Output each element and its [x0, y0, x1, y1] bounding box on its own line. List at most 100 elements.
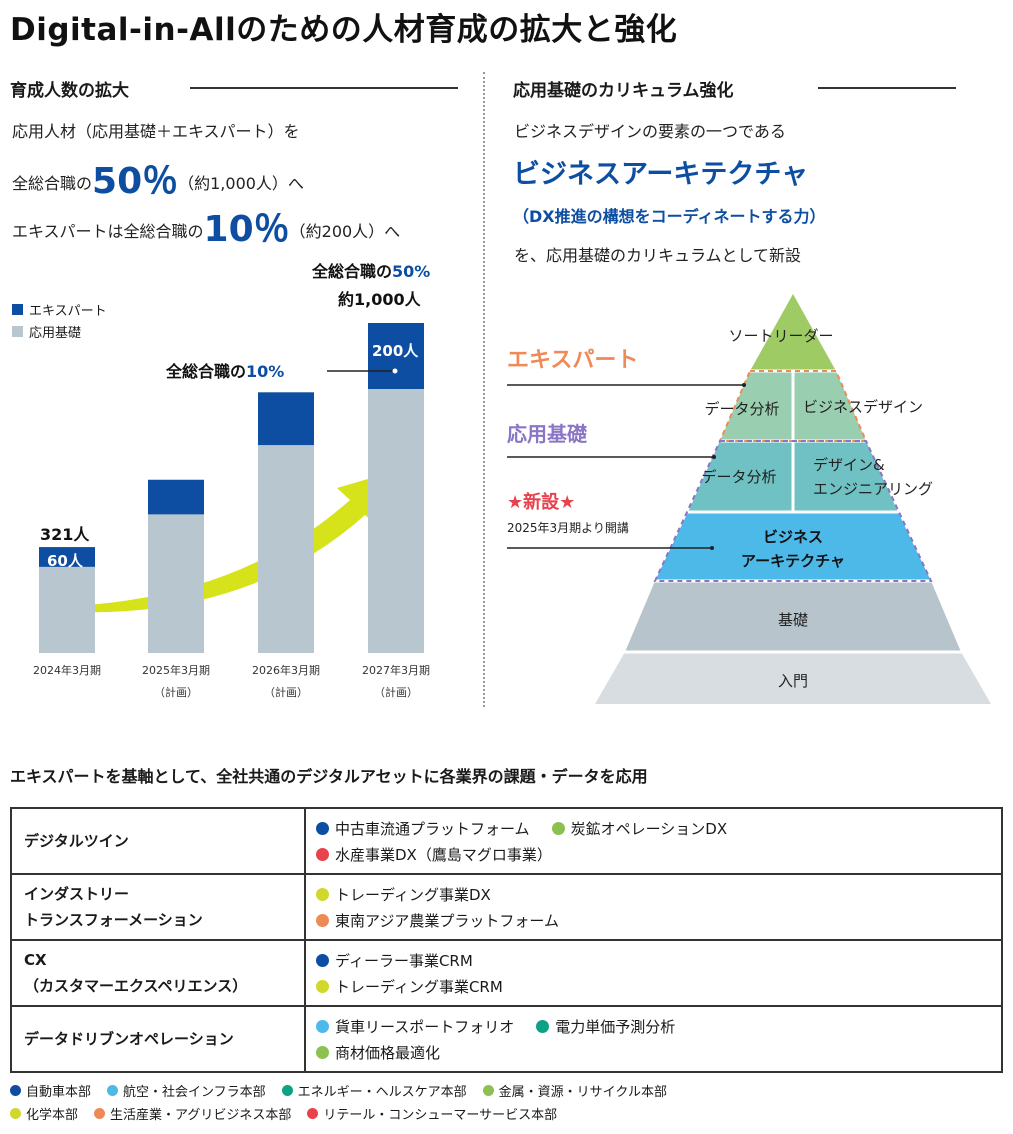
pyramid-intro-layer: [595, 652, 991, 704]
section-divider: [483, 72, 485, 707]
left-line2-prefix: 全総合職の: [12, 174, 93, 193]
bars-group: [39, 323, 424, 653]
table-items-cell: 貨車リースポートフォリオ 電力単価予測分析商材価格最適化: [304, 1005, 1003, 1073]
table-category-label: データドリブンオペレーション: [24, 1030, 234, 1048]
first-expert-label: 60人: [47, 552, 84, 570]
x-tick-sublabel-1: （計画）: [154, 685, 198, 699]
asset-item-label: ディーラー事業CRM: [335, 951, 473, 970]
asset-item: 電力単価予測分析: [536, 1016, 675, 1037]
division-dot-icon: [281, 1085, 293, 1096]
left-line2-suffix: （約1,000人）へ: [178, 174, 304, 193]
division-key-row-2: 化学本部 生活産業・アグリビジネス本部 リテール・コンシューマーサービス本部: [10, 1104, 573, 1123]
pyramid-new-label-1: ビジネス: [763, 528, 823, 546]
table-item-line: 商材価格最適化: [316, 1039, 991, 1065]
division-dot-icon: [536, 1019, 550, 1033]
division-key-item: リテール・コンシューマーサービス本部: [307, 1104, 557, 1123]
asset-item-label: 炭鉱オペレーションDX: [570, 819, 728, 838]
table-item-line: トレーディング事業DX: [316, 881, 991, 907]
left-line2: 全総合職の50％（約1,000人）へ: [12, 152, 304, 204]
bar-expert-1: [148, 479, 204, 515]
x-tick-label-2: 2026年3月期: [252, 663, 320, 677]
right-heading-rule: [818, 87, 956, 89]
pyramid-expert-right-label: ビジネスデザイン: [803, 398, 923, 416]
bar-expert-3: [368, 323, 424, 389]
asset-item-label: 中古車流通プラットフォーム: [335, 819, 530, 838]
division-key-item: 自動車本部: [10, 1081, 91, 1100]
division-key-label: 金属・資源・リサイクル本部: [498, 1085, 668, 1100]
growth-arrow: [70, 472, 392, 613]
left-heading: 育成人数の拡大: [10, 81, 129, 101]
division-dot-icon: [307, 1108, 319, 1119]
legend-label-expert: エキスパート: [29, 303, 107, 319]
division-dot-icon: [316, 887, 329, 901]
division-dot-icon: [551, 821, 565, 835]
left-line3-prefix: エキスパートは全総合職の: [12, 222, 204, 241]
division-dot-icon: [482, 1085, 494, 1096]
asset-item-label: 水産事業DX（鷹島マグロ事業）: [335, 845, 552, 864]
annotation-mid: 全総合職の10%: [165, 362, 284, 381]
pyramid-basic-label: 基礎: [778, 611, 808, 629]
annotation-top-line1: 全総合職の50%: [311, 262, 430, 281]
x-labels-group: 2024年3月期 2025年3月期 （計画） 2026年3月期 （計画） 2027年3月期…: [33, 663, 430, 699]
asset-item: トレーディング事業CRM: [316, 976, 503, 997]
division-key-label: 化学本部: [26, 1108, 79, 1123]
table-items-cell: ディーラー事業CRM トレーディング事業CRM: [304, 939, 1003, 1007]
annotation-mid-percent: 10%: [246, 362, 284, 381]
asset-item-label: トレーディング事業DX: [335, 885, 491, 904]
table-item-line: ディーラー事業CRM: [316, 947, 991, 973]
table-items-cell: トレーディング事業DX 東南アジア農業プラットフォーム: [304, 873, 1003, 941]
table-item-line: 中古車流通プラットフォーム 炭鉱オペレーションDX: [316, 815, 991, 841]
pointer-expert-dot: [742, 383, 746, 387]
legend-label-applied: 応用基礎: [29, 325, 82, 341]
chart-legend: エキスパート 応用基礎: [12, 298, 107, 342]
annotation-top-line2: 約1,000人: [338, 290, 422, 309]
division-dot-icon: [107, 1085, 119, 1096]
left-heading-rule: [190, 87, 458, 89]
right-sub: （DX推進の構想をコーディネートする力）: [513, 207, 826, 226]
pyramid-top-label: ソートリーダー: [728, 327, 833, 345]
asset-item-label: トレーディング事業CRM: [335, 977, 503, 996]
bar-expert-2: [258, 392, 314, 446]
asset-item-label: 商材価格最適化: [335, 1043, 441, 1062]
annotation-mid-dot: [392, 368, 398, 374]
pyramid-side-expert-label: エキスパート: [507, 348, 638, 373]
right-line4: を、応用基礎のカリキュラムとして新設: [514, 246, 802, 265]
division-key-item: 金属・資源・リサイクル本部: [482, 1081, 668, 1100]
pyramid-applied-left-label: データ分析: [701, 468, 776, 486]
pointer-new-dot: [710, 546, 714, 550]
x-tick-sublabel-3: （計画）: [374, 685, 418, 699]
division-dot-icon: [316, 847, 329, 861]
table-category-cell: インダストリー トランスフォーメーション: [10, 873, 306, 941]
table-row: デジタルツイン 中古車流通プラットフォーム 炭鉱オペレーションDX 水産事業DX（鷹島…: [10, 807, 1003, 875]
digital-asset-table-body: デジタルツイン 中古車流通プラットフォーム 炭鉱オペレーションDX 水産事業DX（鷹島…: [10, 807, 1003, 1073]
table-items-cell: 中古車流通プラットフォーム 炭鉱オペレーションDX 水産事業DX（鷹島マグロ事業）: [304, 807, 1003, 875]
pyramid-applied-right-label-2: エンジニアリング: [813, 480, 933, 498]
division-dot-icon: [316, 1019, 329, 1033]
left-line3-suffix: （約200人）へ: [289, 222, 401, 241]
pyramid-new-layer: [655, 512, 931, 581]
bar-expert-0: [39, 547, 95, 567]
division-dot-icon: [316, 821, 329, 835]
asset-item: 水産事業DX（鷹島マグロ事業）: [316, 844, 552, 865]
division-key-row-1: 自動車本部 航空・社会インフラ本部 エネルギー・ヘルスケア本部 金属・資源・リサイクル…: [10, 1081, 683, 1100]
bar-applied-0: [39, 566, 95, 653]
pyramid-top-layer: [750, 294, 836, 371]
bar-applied-3: [368, 389, 424, 653]
division-dot-icon: [94, 1108, 106, 1119]
pyramid-side-applied-label: 応用基礎: [507, 422, 588, 446]
legend-item-applied: 応用基礎: [12, 320, 107, 342]
division-dot-icon: [10, 1085, 21, 1096]
left-line2-percent: 50％: [92, 161, 179, 202]
asset-item: 商材価格最適化: [316, 1042, 440, 1063]
table-category-label: （カスタマーエクスペリエンス）: [24, 977, 248, 995]
table-item-line: 貨車リースポートフォリオ 電力単価予測分析: [316, 1013, 991, 1039]
division-dot-icon: [316, 1045, 329, 1059]
pyramid-new-label-2: アーキテクチャ: [741, 552, 845, 570]
pyramid-applied-right-label-1: デザイン&: [813, 456, 885, 474]
table-item-line: 東南アジア農業プラットフォーム: [316, 907, 991, 933]
division-key-item: 化学本部: [10, 1104, 78, 1123]
annotation-top-percent: 50%: [392, 262, 430, 281]
left-line1: 応用人材（応用基礎＋エキスパート）を: [12, 122, 300, 141]
asset-item: 中古車流通プラットフォーム: [316, 818, 530, 839]
x-tick-sublabel-2: （計画）: [264, 685, 308, 699]
